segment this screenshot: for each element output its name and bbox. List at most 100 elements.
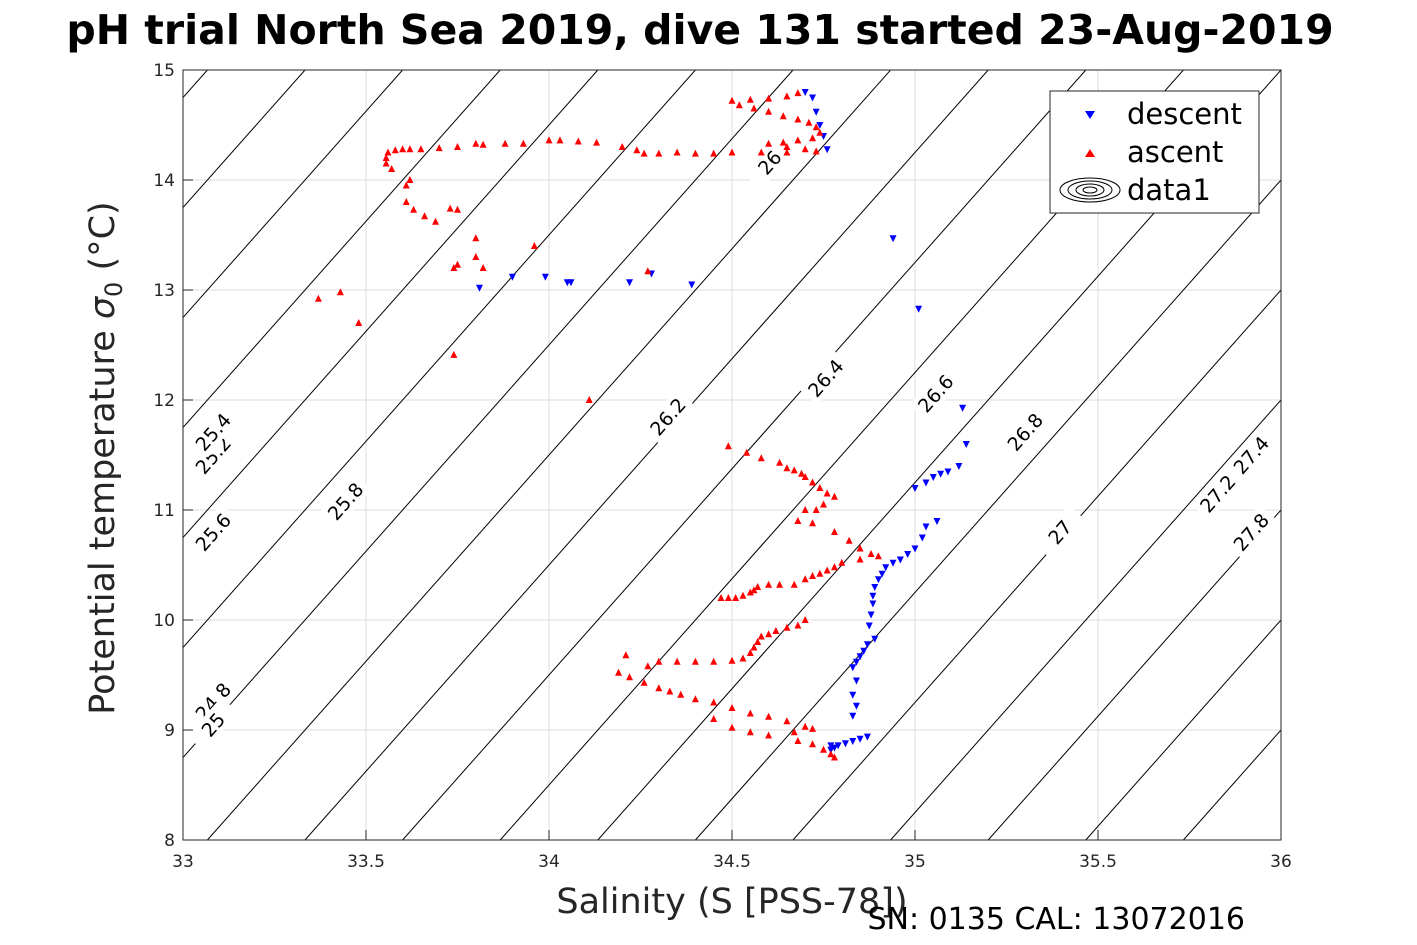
contour-label-bg xyxy=(1224,504,1278,560)
ascent-marker xyxy=(801,616,809,623)
ascent-marker xyxy=(432,217,440,225)
ascent-marker xyxy=(794,621,802,629)
descent-marker xyxy=(863,733,871,741)
ascent-marker xyxy=(790,466,798,474)
ascent-marker xyxy=(801,506,809,513)
ascent-marker xyxy=(691,657,699,665)
ascent-marker xyxy=(757,632,765,640)
descent-marker xyxy=(827,742,835,750)
ascent-marker xyxy=(790,728,798,736)
x-axis-label: Salinity (S [PSS-78]) xyxy=(556,882,907,922)
descent-marker xyxy=(962,441,970,448)
y-tick-label: 12 xyxy=(153,391,175,411)
ascent-marker xyxy=(809,724,817,732)
ascent-marker xyxy=(724,442,732,450)
ascent-marker xyxy=(754,638,762,645)
ascent-marker xyxy=(757,454,765,462)
ascent-marker xyxy=(336,288,344,296)
ascent-marker xyxy=(735,101,743,109)
ascent-marker xyxy=(399,145,407,153)
ascent-marker xyxy=(794,136,802,144)
ascent-marker xyxy=(391,146,399,154)
descent-marker xyxy=(860,647,868,655)
ascent-marker xyxy=(830,753,838,761)
ascent-marker xyxy=(593,138,601,146)
ascent-marker xyxy=(450,350,458,358)
descent-marker xyxy=(475,284,483,292)
descent-marker xyxy=(626,279,634,287)
ascent-marker xyxy=(728,148,736,156)
density-contour-line xyxy=(1085,619,1281,840)
ascent-marker xyxy=(728,96,736,104)
ascent-marker xyxy=(798,469,806,477)
ascent-marker xyxy=(355,319,363,326)
descent-marker xyxy=(834,742,842,750)
descent-marker xyxy=(567,279,575,287)
ascent-marker xyxy=(783,623,791,631)
ascent-marker xyxy=(728,704,736,711)
descent-marker xyxy=(937,470,945,478)
ascent-marker xyxy=(618,143,626,150)
ascent-marker xyxy=(812,123,820,131)
ascent-marker xyxy=(845,536,853,544)
y-tick-label: 9 xyxy=(164,721,175,741)
ascent-marker xyxy=(314,294,322,302)
ascent-marker xyxy=(421,212,429,220)
ascent-marker xyxy=(794,89,802,97)
ascent-marker xyxy=(691,149,699,157)
contour-label-bg xyxy=(186,697,240,752)
ascent-marker xyxy=(838,558,846,566)
ascent-marker xyxy=(783,148,791,156)
contour-label-bg xyxy=(998,404,1052,460)
descent-marker xyxy=(849,691,857,699)
descent-marker xyxy=(871,584,879,591)
ascent-marker xyxy=(710,657,718,665)
ascent-marker xyxy=(820,500,827,508)
ascent-marker xyxy=(816,128,824,136)
ascent-marker xyxy=(454,205,461,213)
ascent-marker xyxy=(472,139,480,147)
legend-box xyxy=(1049,90,1260,214)
ascent-marker xyxy=(479,264,487,271)
descent-marker xyxy=(849,738,857,745)
contour-label-bg xyxy=(1033,504,1087,560)
ascent-marker xyxy=(724,594,732,601)
ascent-marker xyxy=(783,143,791,150)
x-tick-label: 35.5 xyxy=(1079,852,1117,872)
ascent-marker xyxy=(783,717,791,725)
ascent-marker xyxy=(406,176,414,183)
ascent-marker xyxy=(812,147,820,155)
contour-label-bg xyxy=(186,673,240,729)
ascent-marker xyxy=(757,148,765,156)
ascent-marker xyxy=(406,145,414,153)
descent-marker xyxy=(874,576,882,584)
ascent-marker xyxy=(732,594,740,601)
ascent-marker xyxy=(765,107,773,115)
ascent-marker xyxy=(794,517,802,524)
descent-marker xyxy=(856,653,864,661)
ascent-marker xyxy=(446,204,454,212)
descent-marker xyxy=(889,235,897,243)
ascent-marker xyxy=(816,484,824,491)
ascent-marker xyxy=(830,528,838,535)
x-tick-label: 34 xyxy=(538,852,560,872)
density-contour-line xyxy=(183,70,501,429)
contour-label-bg xyxy=(319,473,372,529)
ascent-marker xyxy=(633,146,641,154)
x-tick-label: 34.5 xyxy=(713,852,751,872)
ascent-marker xyxy=(801,575,809,583)
ascent-marker xyxy=(585,396,593,403)
density-contour-line xyxy=(183,70,403,319)
descent-marker xyxy=(508,273,516,281)
ascent-marker xyxy=(743,448,751,456)
ascent-marker xyxy=(809,478,817,486)
ascent-marker xyxy=(530,242,538,249)
legend-ascent-label: ascent xyxy=(1127,135,1223,169)
descent-marker xyxy=(816,122,824,129)
contour-label-bg xyxy=(1224,427,1278,483)
ascent-marker xyxy=(388,165,396,172)
chart-title: pH trial North Sea 2019, dive 131 starte… xyxy=(66,6,1333,54)
ascent-marker xyxy=(710,698,718,706)
ascent-marker xyxy=(710,149,718,157)
legend: descent ascent data1 xyxy=(1049,90,1260,214)
